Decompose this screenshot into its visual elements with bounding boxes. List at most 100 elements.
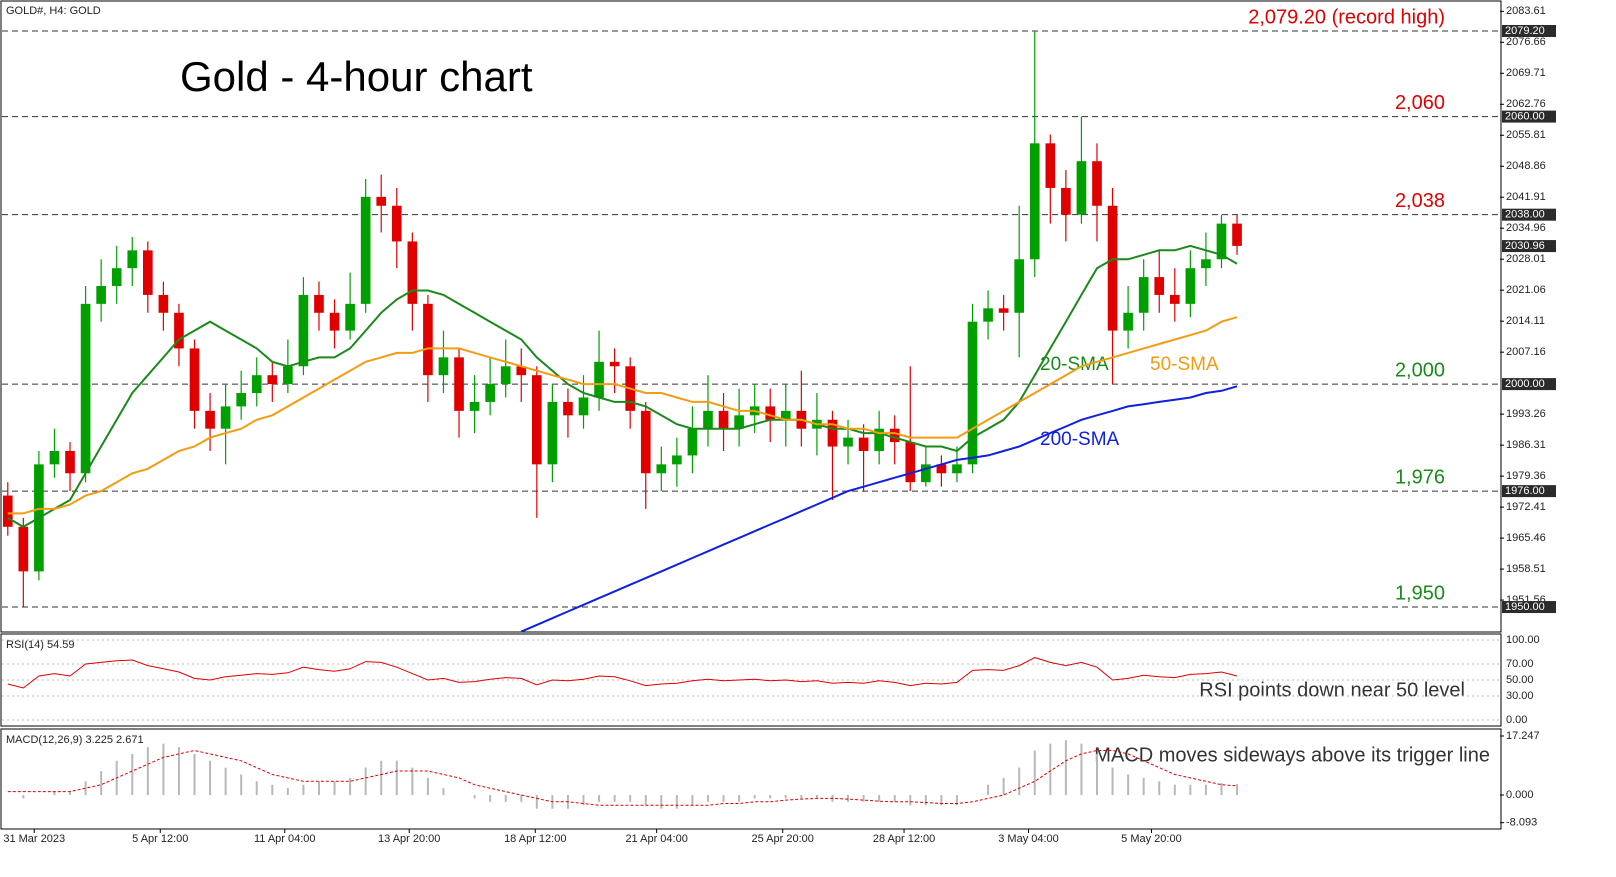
candle-body: [111, 268, 122, 287]
candle-body: [1138, 277, 1149, 313]
y-tick-label: 1965.46: [1506, 532, 1546, 544]
candle-body: [251, 375, 262, 394]
candle-body: [1169, 294, 1180, 304]
level-label: 1,950: [1395, 582, 1445, 604]
candle-body: [921, 464, 931, 483]
price-tag-label: 1976.00: [1505, 485, 1545, 497]
price-tag-label: 1950.00: [1505, 601, 1545, 613]
candle-body: [500, 366, 511, 385]
y-tick-label: 2021.06: [1506, 284, 1546, 296]
candle-body: [1092, 161, 1102, 206]
macd-tick-label: -8.093: [1506, 817, 1537, 829]
main-panel: [0, 0, 1502, 633]
candle-body: [205, 410, 215, 429]
y-tick-label: 2083.61: [1506, 5, 1546, 17]
candle-body: [1216, 223, 1227, 260]
price-tag: [1502, 240, 1556, 253]
y-tick-label: 2069.71: [1506, 67, 1546, 79]
macd-panel: [0, 728, 1502, 830]
symbol-label: GOLD#, H4: GOLD: [6, 5, 101, 17]
candle-body: [407, 241, 418, 304]
rsi-title: RSI(14) 54.59: [6, 639, 74, 651]
candle-body: [952, 464, 962, 474]
candle-body: [298, 294, 309, 367]
candle-body: [858, 437, 869, 451]
y-tick-label: 1958.51: [1506, 563, 1546, 575]
y-tick-label: 2034.96: [1506, 222, 1546, 234]
y-tick-label: 2076.66: [1506, 36, 1546, 48]
candle-body: [1201, 259, 1211, 269]
candle-body: [80, 303, 91, 474]
candle-body: [1107, 205, 1118, 331]
candle-body: [609, 361, 620, 367]
candle-body: [967, 321, 978, 465]
candle-body: [391, 205, 402, 242]
price-tag-label: 2038.00: [1505, 209, 1545, 221]
candle-body: [780, 410, 791, 420]
macd-signal: [7, 749, 1238, 806]
candle-body: [454, 357, 464, 411]
rsi-panel: [0, 633, 1502, 727]
candle-body: [936, 464, 947, 474]
rsi-note: RSI points down near 50 level: [1199, 679, 1465, 701]
rsi-tick-label: 30.00: [1506, 690, 1534, 702]
candle-body: [594, 361, 604, 398]
x-tick-label: 25 Apr 20:00: [751, 833, 813, 845]
candle-body: [345, 303, 355, 331]
y-tick-label: 2028.01: [1506, 253, 1546, 265]
candle-body: [563, 401, 573, 416]
candle-body: [765, 406, 776, 420]
y-tick-label: 1993.26: [1506, 408, 1546, 420]
price-tag: [1502, 485, 1556, 498]
candle-body: [1154, 277, 1165, 295]
sma-label: 50-SMA: [1150, 354, 1219, 375]
price-tag: [1502, 110, 1556, 123]
candle-body: [158, 294, 169, 313]
candle-body: [65, 450, 75, 474]
chart-title: Gold - 4-hour chart: [180, 53, 533, 100]
candle-body: [1123, 312, 1133, 331]
candle-body: [718, 410, 729, 429]
x-tick-label: 31 Mar 2023: [3, 833, 65, 845]
candle-body: [1232, 223, 1242, 246]
candle-body: [220, 406, 231, 429]
candle-body: [532, 375, 542, 465]
candle-body: [703, 410, 713, 429]
candle-body: [1061, 187, 1071, 215]
candle-body: [96, 286, 106, 304]
y-tick-label: 2062.76: [1506, 98, 1546, 110]
x-tick-label: 13 Apr 20:00: [378, 833, 440, 845]
macd-title: MACD(12,26,9) 3.225 2.671: [6, 734, 144, 746]
candle-body: [1029, 143, 1040, 260]
candle-body: [827, 419, 838, 447]
y-tick-label: 1979.36: [1506, 470, 1546, 482]
candle-body: [314, 294, 324, 313]
level-label: 2,000: [1395, 359, 1445, 381]
candle-body: [267, 375, 278, 385]
x-tick-label: 5 Apr 12:00: [132, 833, 188, 845]
price-tag: [1502, 601, 1556, 614]
y-tick-label: 2014.11: [1506, 315, 1545, 327]
candle-body: [189, 348, 200, 411]
price-tag: [1502, 378, 1556, 391]
candle-body: [547, 401, 558, 465]
x-tick-label: 21 Apr 04:00: [625, 833, 687, 845]
rsi-tick-label: 50.00: [1506, 674, 1534, 686]
candle-body: [578, 397, 589, 416]
candle-body: [283, 366, 293, 385]
candle-body: [672, 455, 682, 465]
candle-body: [1045, 143, 1056, 188]
level-label: 2,079.20 (record high): [1248, 6, 1445, 28]
price-tag: [1502, 208, 1556, 221]
candle-body: [687, 428, 698, 456]
y-tick-label: 2055.81: [1506, 129, 1546, 141]
candle-body: [516, 366, 527, 376]
candle-body: [843, 437, 853, 447]
candle-body: [640, 410, 651, 474]
x-tick-label: 3 May 04:00: [998, 833, 1059, 845]
candle-body: [438, 357, 449, 376]
y-tick-label: 1972.41: [1506, 501, 1546, 513]
rsi-tick-label: 100.00: [1506, 634, 1540, 646]
level-label: 2,060: [1395, 92, 1445, 114]
